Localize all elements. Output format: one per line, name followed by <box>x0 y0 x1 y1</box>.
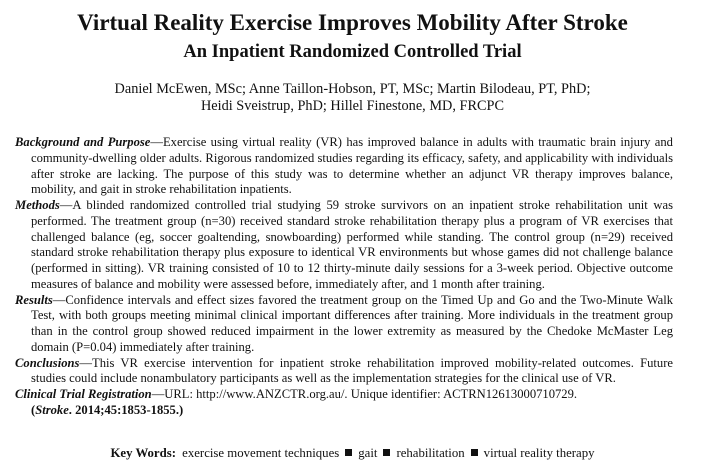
separator <box>470 449 478 456</box>
abstract-section: Conclusions—This VR exercise interventio… <box>15 356 673 388</box>
keyword: virtual reality therapy <box>483 446 595 460</box>
section-text: —URL: http://www.ANZCTR.org.au/. Unique … <box>151 387 578 401</box>
section-text: —Confidence intervals and effect sizes f… <box>31 292 673 354</box>
keyword: rehabilitation <box>396 446 465 460</box>
section-label: Conclusions <box>15 355 80 370</box>
citation-part: . 2014;45:1853-1855.) <box>68 402 184 417</box>
section-text: —A blinded randomized controlled trial s… <box>31 198 673 291</box>
abstract: Background and Purpose—Exercise using vi… <box>15 135 673 419</box>
section-label: Results <box>15 292 53 307</box>
section-text: —This VR exercise intervention for inpat… <box>31 355 673 386</box>
citation: (Stroke. 2014;45:1853-1855.) <box>15 403 673 419</box>
abstract-section: Results—Confidence intervals and effect … <box>15 293 673 356</box>
abstract-section: Background and Purpose—Exercise using vi… <box>15 135 673 198</box>
abstract-section: Methods—A blinded randomized controlled … <box>15 198 673 293</box>
separator <box>383 449 391 456</box>
section-label: Methods <box>15 198 60 212</box>
keyword: gait <box>358 446 378 460</box>
subtitle: An Inpatient Randomized Controlled Trial <box>183 42 522 62</box>
section-label: Background and Purpose <box>15 135 151 149</box>
keyword: exercise movement techniques <box>182 446 340 460</box>
author-line: Daniel McEwen, MSc; Anne Taillon-Hobson,… <box>114 81 591 97</box>
citation-part: Stroke <box>35 402 69 417</box>
section-label: Clinical Trial Registration <box>15 387 152 401</box>
citation-part: ( <box>31 402 36 417</box>
keywords: Key Words: exercise movement techniques g… <box>0 446 705 461</box>
separator <box>345 449 353 456</box>
author-line: Heidi Sveistrup, PhD; Hillel Finestone, … <box>200 97 505 114</box>
keywords-label: Key Words: <box>110 446 176 460</box>
title: Virtual Reality Exercise Improves Mobili… <box>77 10 628 35</box>
section-text: —Exercise using virtual reality (VR) has… <box>31 135 673 197</box>
abstract-section: Clinical Trial Registration—URL: http://… <box>15 387 673 403</box>
authors: Daniel McEwen, MSc; Anne Taillon-Hobson,… <box>0 81 705 114</box>
